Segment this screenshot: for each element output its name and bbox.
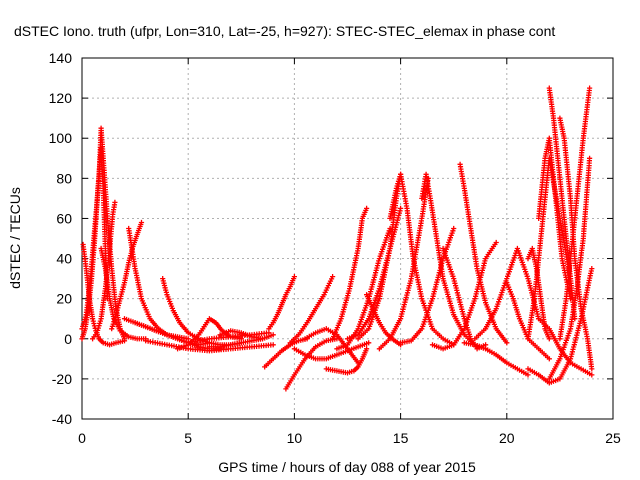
- series-45: [525, 266, 595, 386]
- x-tick-label: 10: [287, 430, 303, 446]
- series-marker-track: [457, 161, 510, 346]
- series-3: [80, 241, 128, 348]
- series-marker-track: [525, 266, 595, 386]
- series-marker-track: [387, 171, 457, 348]
- x-axis: 0 5 10 15 20 25: [78, 58, 621, 446]
- y-axis-label: dSTEC / TECUs: [7, 187, 23, 289]
- series-23: [330, 205, 370, 342]
- series-marker-track: [536, 316, 595, 378]
- y-tick-label: -20: [52, 371, 72, 387]
- series-marker-track: [266, 274, 297, 332]
- y-tick-label: 20: [56, 291, 72, 307]
- x-axis-label: GPS time / hours of day 088 of year 2015: [218, 459, 476, 475]
- series-marker-track: [461, 340, 531, 378]
- series-29: [376, 175, 431, 352]
- series-19: [291, 340, 372, 362]
- series-marker-track: [109, 219, 145, 332]
- series-20: [287, 274, 336, 346]
- series-marker-track: [291, 340, 372, 362]
- y-tick-label: -40: [52, 411, 72, 427]
- series-46: [536, 316, 595, 378]
- chart-title: dSTEC Iono. truth (ufpr, Lon=310, Lat=-2…: [14, 23, 555, 39]
- series-31: [398, 225, 457, 346]
- plot-area: [81, 57, 614, 420]
- y-tick-label: 100: [49, 130, 73, 146]
- x-tick-label: 5: [184, 430, 192, 446]
- series-marker-track: [376, 175, 431, 352]
- y-tick-label: 140: [49, 50, 73, 66]
- series-30: [419, 171, 489, 352]
- series-6: [109, 219, 145, 332]
- series-marker-track: [143, 338, 276, 354]
- x-tick-label: 0: [78, 430, 86, 446]
- series-15: [217, 328, 266, 342]
- series-marker-track: [126, 225, 212, 348]
- series-marker-track: [440, 245, 489, 352]
- x-tick-label: 20: [499, 430, 515, 446]
- series-marker-track: [330, 205, 370, 342]
- series-18: [283, 336, 340, 392]
- series-marker-track: [536, 135, 574, 302]
- series-33: [440, 245, 489, 352]
- series-16: [266, 274, 297, 332]
- series-35: [461, 340, 531, 378]
- series-7: [126, 225, 212, 348]
- series-marker-track: [283, 336, 340, 392]
- y-tick-label: 120: [49, 90, 73, 106]
- series-40: [536, 135, 574, 302]
- series-11: [143, 338, 276, 354]
- y-tick-label: 0: [64, 331, 72, 347]
- series-marker-track: [217, 328, 266, 342]
- y-tick-label: 80: [56, 170, 72, 186]
- x-tick-label: 15: [393, 430, 409, 446]
- series-34: [457, 161, 510, 346]
- series-5: [98, 245, 149, 342]
- series-marker-track: [98, 245, 149, 342]
- grid: [82, 58, 613, 419]
- series-22: [323, 346, 370, 376]
- series-marker-track: [398, 225, 457, 346]
- series-marker-track: [323, 346, 370, 376]
- y-tick-label: 60: [56, 210, 72, 226]
- y-axis: -40 -20 0 20 40 60 80 100 120 140: [49, 50, 613, 427]
- series-marker-track: [419, 171, 489, 352]
- x-tick-label: 25: [605, 430, 621, 446]
- data-series: [79, 85, 595, 392]
- series-marker-track: [80, 241, 128, 348]
- series-marker-track: [287, 274, 336, 346]
- series-28: [387, 171, 457, 348]
- y-tick-label: 40: [56, 251, 72, 267]
